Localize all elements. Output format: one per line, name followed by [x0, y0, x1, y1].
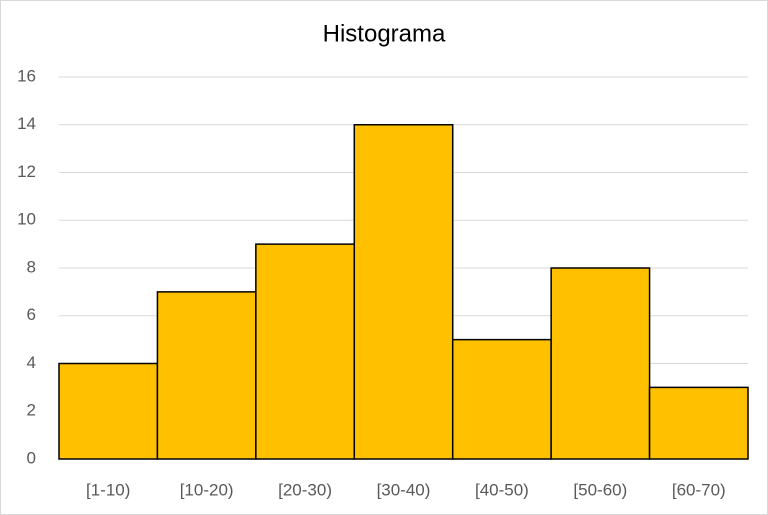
y-tick-label: 10 — [17, 210, 36, 229]
y-tick-label: 0 — [27, 448, 36, 467]
chart-title: Histograma — [323, 20, 446, 47]
bar — [550, 267, 651, 460]
x-tick-label: [20-30) — [278, 480, 332, 499]
x-tick-label: [50-60) — [573, 480, 627, 499]
y-tick-label: 6 — [27, 305, 36, 324]
bar — [648, 386, 749, 460]
x-tick-label: [40-50) — [475, 480, 529, 499]
y-tick-label: 12 — [17, 162, 36, 181]
y-tick-label: 14 — [17, 114, 36, 133]
bar — [58, 362, 159, 460]
x-tick-label: [1-10) — [86, 480, 130, 499]
x-tick-label: [10-20) — [180, 480, 234, 499]
x-tick-label: [30-40) — [377, 480, 431, 499]
bar — [255, 243, 356, 460]
y-tick-label: 16 — [17, 66, 36, 85]
y-tick-label: 8 — [27, 257, 36, 276]
bar — [353, 124, 454, 460]
y-tick-label: 2 — [27, 401, 36, 420]
y-tick-label: 4 — [27, 353, 36, 372]
x-tick-label: [60-70) — [672, 480, 726, 499]
bar — [451, 338, 552, 460]
bar — [156, 291, 257, 460]
